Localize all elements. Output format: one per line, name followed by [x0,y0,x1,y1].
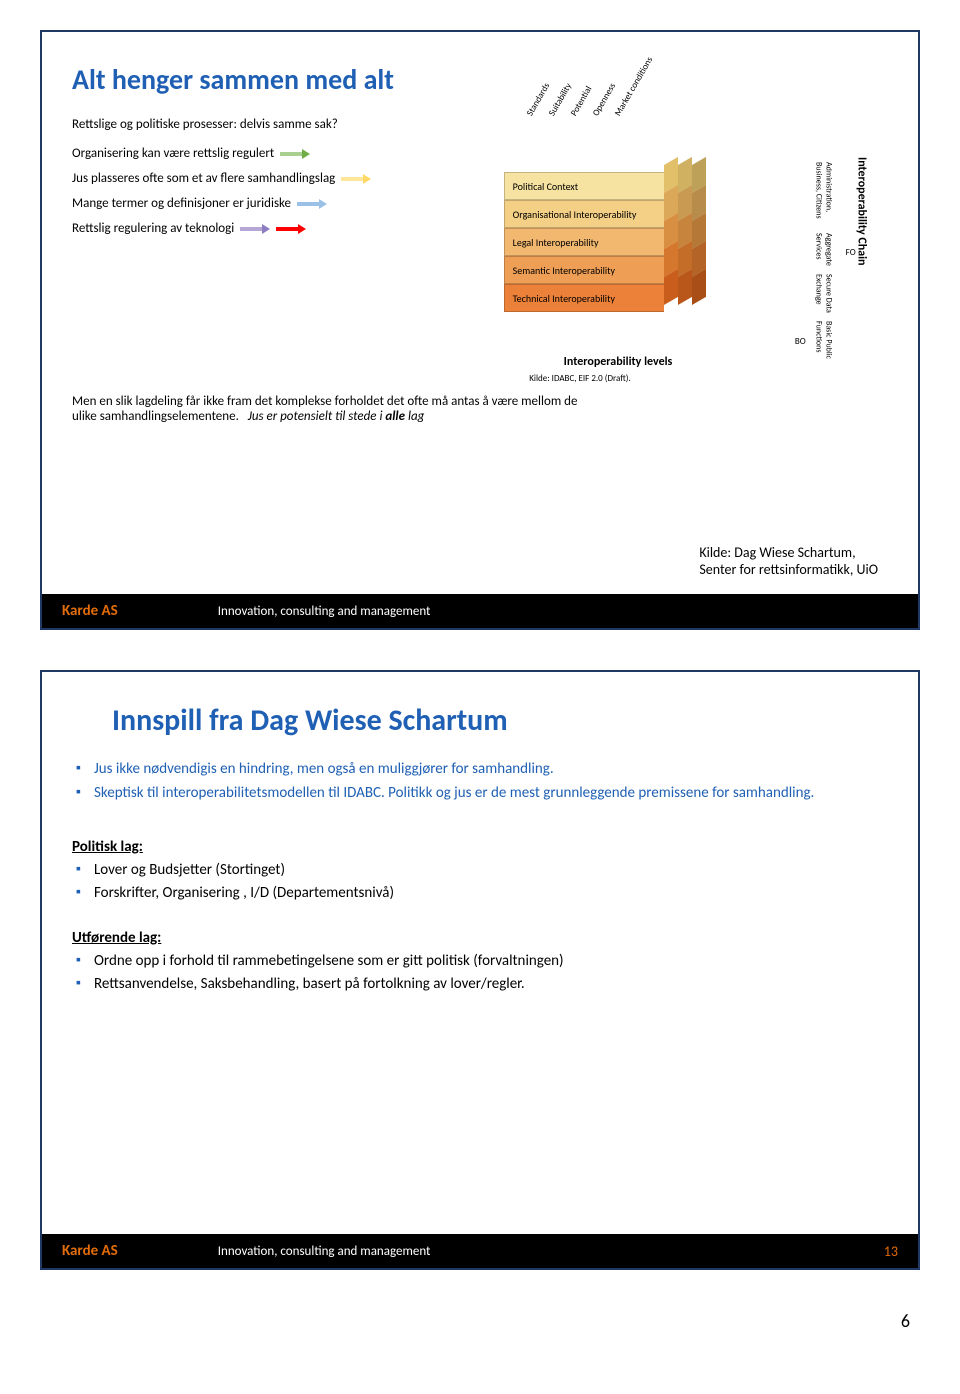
right-label-0: Administration, Business, Citizens [814,162,834,232]
cube-rows: Political ContextOrganisational Interope… [504,172,706,312]
footer-text: Innovation, consulting and management [218,604,431,619]
kilde-right-2: Senter for rettsinformatikk, UiO [699,561,878,578]
para2c: lag [405,409,424,424]
left-line-1: Organisering kan være rettslig regulert [72,146,274,161]
arrow-green-icon [280,149,310,159]
slide1-body: Rettslige og politiske prosesser: delvis… [72,117,888,367]
left-line-4-wrap: Rettslig regulering av teknologi [72,221,464,236]
kilde-schartum: Kilde: Dag Wiese Schartum, Senter for re… [699,544,878,578]
interoperability-cube-diagram: Standards Suitability Potential Openness… [484,117,888,367]
footer-company: Karde AS [62,602,118,620]
right-label-1: Aggregate Services [814,233,834,273]
slide1-title: Alt henger sammen med alt [72,62,888,97]
cube-row-label-4: Technical Interoperability [504,284,664,312]
arrow-purple-icon [240,224,270,234]
slide2-footer: Karde AS Innovation, consulting and mana… [42,1234,918,1268]
footer-text-2: Innovation, consulting and management [218,1244,431,1259]
left-line-2: Jus plasseres ofte som et av flere samha… [72,171,335,186]
cube-row-label-3: Semantic Interoperability [504,256,664,284]
cube-row-label-2: Legal Interoperability [504,228,664,256]
arrow-red-icon [276,224,306,234]
left-line-0: Rettslige og politiske prosesser: delvis… [72,117,464,132]
arrow-blue-icon [297,199,327,209]
kilde-right-1: Kilde: Dag Wiese Schartum, [699,544,855,561]
left-line-1-wrap: Organisering kan være rettslig regulert [72,146,464,161]
para1b: ulike samhandlingselementene. [72,409,239,424]
bo-label: BO [795,336,806,347]
section2-label: Utførende lag: [72,929,888,947]
cube-row-label-1: Organisational Interoperability [504,200,664,228]
left-line-2-wrap: Jus plasseres ofte som et av flere samha… [72,171,464,186]
para2a: Jus er potensielt til stede i [248,409,386,424]
top-label-1: Suitability [546,95,566,118]
section2-item-0: Ordne opp i forhold til rammebetingelsen… [72,951,888,971]
left-line-4: Rettslig regulering av teknologi [72,221,234,236]
slide-1: Alt henger sammen med alt Rettslige og p… [40,30,920,630]
footer-company-2: Karde AS [62,1242,118,1260]
slide-2: Innspill fra Dag Wiese Schartum Jus ikke… [40,670,920,1270]
slide1-footer: Karde AS Innovation, consulting and mana… [42,594,918,628]
left-line-3-wrap: Mange termer og definisjoner er juridisk… [72,196,464,211]
top-label-2: Potential [568,95,588,118]
intro-item-0: Jus ikke nødvendigis en hindring, men og… [72,759,888,779]
slide2-intro-list: Jus ikke nødvendigis en hindring, men og… [72,759,888,804]
right-label-2: Secure Data Exchange [814,274,834,320]
para1a: Men en slik lagdeling får ikke fram det … [72,394,577,409]
footer-page-number: 13 [884,1243,898,1260]
document-page-number: 6 [40,1310,920,1332]
cube-top-labels: Standards Suitability Potential Openness… [534,107,642,118]
section2-item-1: Rettsanvendelse, Saksbehandling, basert … [72,974,888,994]
para2b: alle [385,409,405,424]
cube-right-labels: Administration, Business, Citizens Aggre… [814,162,834,367]
cube-bottom-label: Interoperability levels [564,355,673,369]
top-label-4: Market conditions [612,95,632,118]
section2-list: Ordne opp i forhold til rammebetingelsen… [72,951,888,995]
left-line-3: Mange termer og definisjoner er juridisk… [72,196,291,211]
right-label-3: Basic Public Functions [814,321,834,367]
section1-list: Lover og Budsjetter (Stortinget) Forskri… [72,860,888,904]
section1-label: Politisk lag: [72,838,888,856]
slide1-paragraph: Men en slik lagdeling får ikke fram det … [72,394,888,424]
cube-right-title: Interoperability Chain [855,157,869,266]
fo-label: FO [846,247,856,258]
slide2-title: Innspill fra Dag Wiese Schartum [72,702,888,739]
intro-item-1: Skeptisk til interoperabilitetsmodellen … [72,783,888,803]
arrow-yellow-icon [341,174,371,184]
cube-wrap: Standards Suitability Potential Openness… [484,117,864,367]
section1-item-0: Lover og Budsjetter (Stortinget) [72,860,888,880]
cube-row-label-0: Political Context [504,172,664,200]
slide1-left-column: Rettslige og politiske prosesser: delvis… [72,117,464,367]
section1-item-1: Forskrifter, Organisering , I/D (Departe… [72,883,888,903]
kilde-idabc: Kilde: IDABC, EIF 2.0 (Draft). [272,373,888,384]
cube-row-4: Technical Interoperability [504,284,706,312]
top-label-0: Standards [524,95,544,118]
top-label-3: Openness [590,95,610,118]
